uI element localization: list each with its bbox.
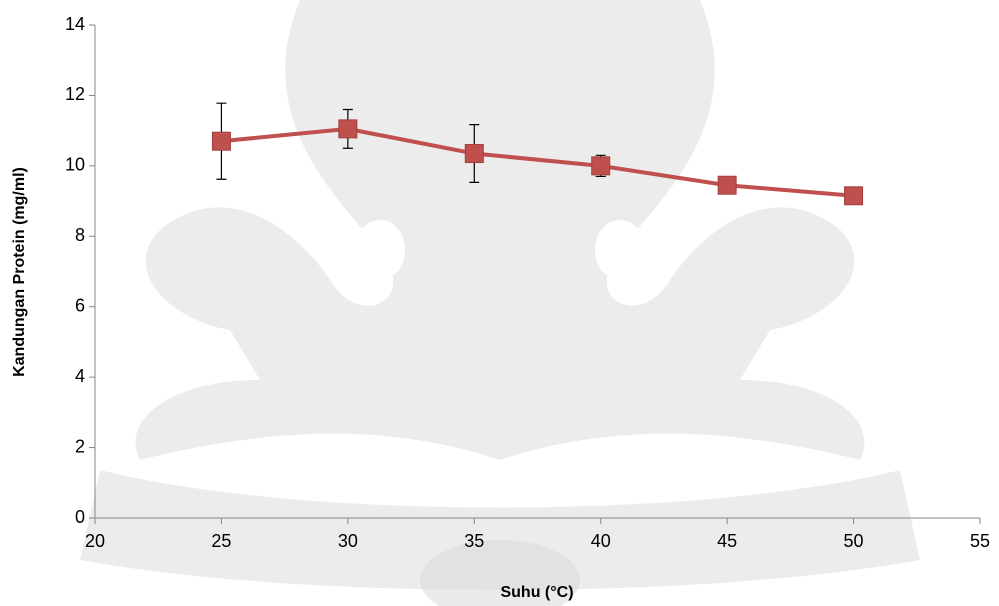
y-tick-label: 14 <box>65 14 85 34</box>
x-tick-label: 30 <box>338 531 358 551</box>
data-marker <box>845 187 863 205</box>
y-tick-label: 12 <box>65 84 85 104</box>
x-tick-label: 50 <box>844 531 864 551</box>
chart: Suhu (°C) Kandungan Protein (mg/ml) 0 2 4 6… <box>0 0 999 606</box>
y-tick-label: 2 <box>75 436 85 456</box>
x-axis-title: Suhu (°C) <box>500 584 573 601</box>
y-tick-label: 10 <box>65 155 85 175</box>
x-tick-label: 25 <box>211 531 231 551</box>
y-tick-label: 0 <box>75 507 85 527</box>
data-marker <box>592 157 610 175</box>
x-tick-label: 45 <box>717 531 737 551</box>
data-marker <box>465 145 483 163</box>
data-marker <box>339 120 357 138</box>
x-tick-label: 40 <box>591 531 611 551</box>
y-axis-title: Kandungan Protein (mg/ml) <box>11 167 28 377</box>
data-marker <box>212 132 230 150</box>
x-tick-label: 55 <box>970 531 990 551</box>
y-tick-label: 4 <box>75 366 85 386</box>
y-tick-label: 6 <box>75 295 85 315</box>
watermark <box>80 0 920 606</box>
data-marker <box>718 176 736 194</box>
x-tick-label: 20 <box>85 531 105 551</box>
x-tick-label: 35 <box>464 531 484 551</box>
y-tick-label: 8 <box>75 225 85 245</box>
